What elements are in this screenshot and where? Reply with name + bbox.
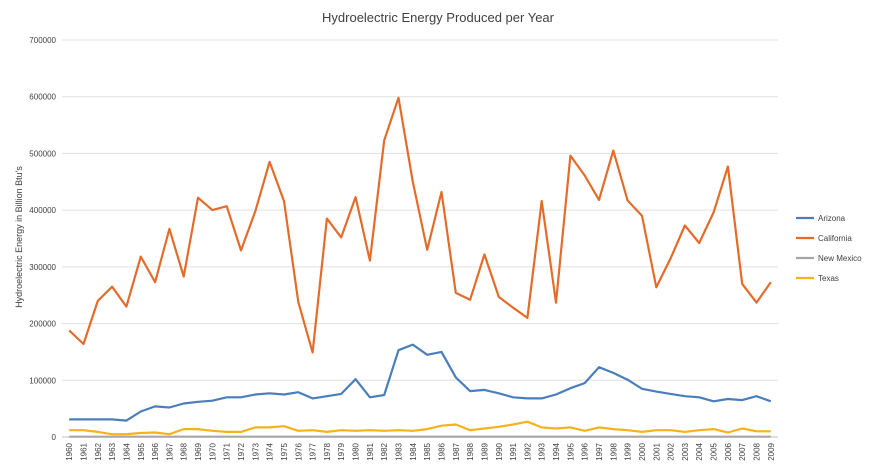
x-tick-label: 1963 (108, 442, 117, 460)
x-tick-label: 1961 (79, 442, 88, 460)
x-tick-label: 1968 (180, 442, 189, 460)
y-tick-label: 200000 (29, 320, 56, 329)
x-tick-label: 2008 (753, 442, 762, 460)
x-tick-label: 1996 (581, 442, 590, 460)
y-axis-label: Hydroelectric Energy in Billion Btu's (14, 166, 24, 308)
x-tick-label: 1992 (523, 442, 532, 460)
x-tick-label: 1990 (495, 442, 504, 460)
y-tick-labels: 0 100000 200000 300000 400000 500000 600000 700… (29, 36, 56, 442)
y-tick-label: 500000 (29, 149, 56, 158)
x-tick-label: 2001 (652, 442, 661, 460)
chart-title: Hydroelectric Energy Produced per Year (322, 10, 555, 25)
x-tick-label: 1973 (251, 442, 260, 460)
legend-label: Arizona (818, 214, 846, 223)
x-tick-label: 1981 (366, 442, 375, 460)
gridlines (62, 39, 778, 438)
y-tick-label: 700000 (29, 36, 56, 45)
y-tick-label: 100000 (29, 376, 56, 385)
x-tick-label: 1984 (409, 442, 418, 460)
x-tick-label: 1972 (237, 442, 246, 460)
y-tick-label: 300000 (29, 263, 56, 272)
x-tick-label: 1960 (65, 442, 74, 460)
y-tick-label: 0 (52, 433, 57, 442)
x-tick-label: 1997 (595, 442, 604, 460)
x-tick-label: 1986 (437, 442, 446, 460)
x-tick-labels: 1960 1961 1962 1963 1964 1965 1966 1967 1968 1969… (65, 442, 776, 460)
x-tick-label: 2003 (681, 442, 690, 460)
x-tick-label: 1962 (94, 442, 103, 460)
legend: Arizona California New Mexico Texas (796, 214, 862, 283)
x-tick-label: 1965 (137, 442, 146, 460)
x-tick-label: 1980 (352, 442, 361, 460)
legend-label: California (818, 234, 852, 243)
x-tick-label: 1976 (294, 442, 303, 460)
x-tick-label: 1991 (509, 442, 518, 460)
x-tick-label: 2000 (638, 442, 647, 460)
x-tick-label: 1985 (423, 442, 432, 460)
x-tick-label: 1989 (480, 442, 489, 460)
x-tick-label: 1993 (538, 442, 547, 460)
x-tick-label: 1969 (194, 442, 203, 460)
series-line-arizona (69, 343, 772, 422)
y-tick-label: 600000 (29, 93, 56, 102)
x-tick-label: 1977 (309, 442, 318, 460)
legend-label: Texas (818, 274, 839, 283)
x-tick-label: 2004 (695, 442, 704, 460)
x-tick-label: 1983 (395, 442, 404, 460)
series-lines (68, 96, 772, 438)
x-tick-label: 1988 (466, 442, 475, 460)
x-tick-label: 1995 (566, 442, 575, 460)
x-tick-label: 1999 (624, 442, 633, 460)
x-tick-label: 1998 (609, 442, 618, 460)
x-tick-label: 2006 (724, 442, 733, 460)
x-tick-label: 1982 (380, 442, 389, 460)
x-tick-label: 2002 (667, 442, 676, 460)
x-tick-label: 2007 (738, 442, 747, 460)
x-tick-label: 1987 (452, 442, 461, 460)
x-tick-label: 1994 (552, 442, 561, 460)
x-tick-label: 1978 (323, 442, 332, 460)
x-tick-label: 2005 (710, 442, 719, 460)
x-tick-label: 1970 (208, 442, 217, 460)
legend-label: New Mexico (818, 254, 862, 263)
x-tick-label: 1964 (122, 442, 131, 460)
series-line-texas (69, 420, 771, 436)
x-tick-label: 1967 (165, 442, 174, 460)
y-tick-label: 400000 (29, 206, 56, 215)
x-tick-label: 2009 (767, 442, 776, 460)
series-line-california (68, 96, 772, 354)
x-tick-label: 1971 (223, 442, 232, 460)
x-tick-label: 1966 (151, 442, 160, 460)
x-tick-label: 1975 (280, 442, 289, 460)
x-tick-label: 1974 (266, 442, 275, 460)
x-tick-label: 1979 (337, 442, 346, 460)
